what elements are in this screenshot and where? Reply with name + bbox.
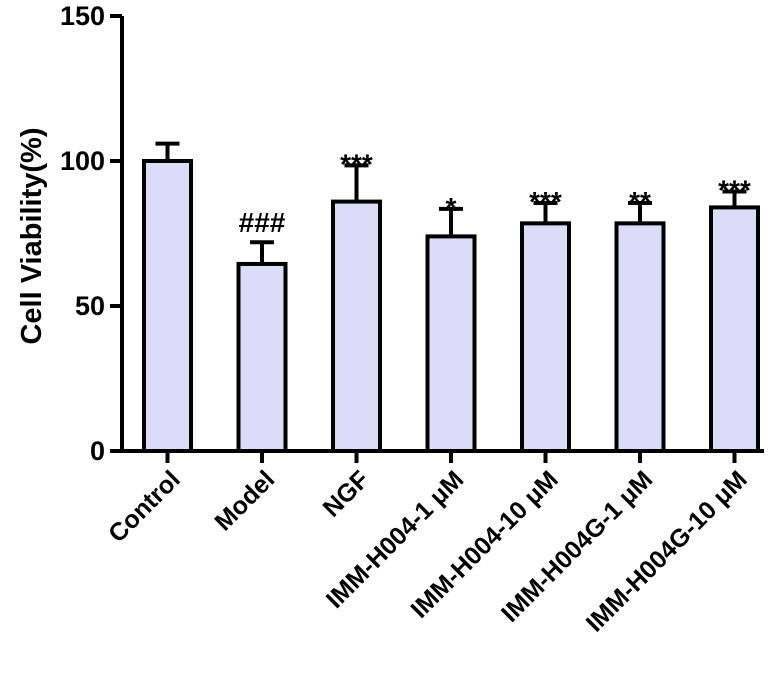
y-axis-title: Cell Viability(%): [16, 127, 48, 344]
x-tick-label-0: Control: [103, 465, 186, 548]
x-tick-label-6: IMM-H004G-10 μM: [581, 465, 753, 637]
y-axis: 0 50 100 150: [60, 1, 124, 466]
bar-2: [331, 199, 382, 453]
significance-label-4: ***: [529, 186, 562, 217]
significance-label-6: ***: [718, 174, 751, 205]
bar-6: [709, 205, 760, 453]
x-tick-label-1: Model: [209, 465, 280, 536]
bars: ###**** *** ** ***: [142, 141, 760, 454]
bar-3: [425, 234, 477, 453]
bar-0: [142, 159, 193, 453]
bar-5: [614, 221, 666, 453]
y-tick-label: 50: [75, 291, 105, 321]
x-tick-label-2: NGF: [318, 465, 375, 522]
bar-1: [236, 261, 288, 454]
significance-label-3: *: [446, 192, 457, 223]
y-tick-label: 150: [60, 1, 105, 31]
significance-label-1: ###: [239, 207, 286, 238]
bar-4: [520, 221, 571, 453]
significance-label-2: ***: [340, 148, 373, 179]
y-tick-label: 100: [60, 146, 105, 176]
y-tick-label: 0: [90, 436, 105, 466]
significance-label-5: **: [629, 186, 651, 217]
